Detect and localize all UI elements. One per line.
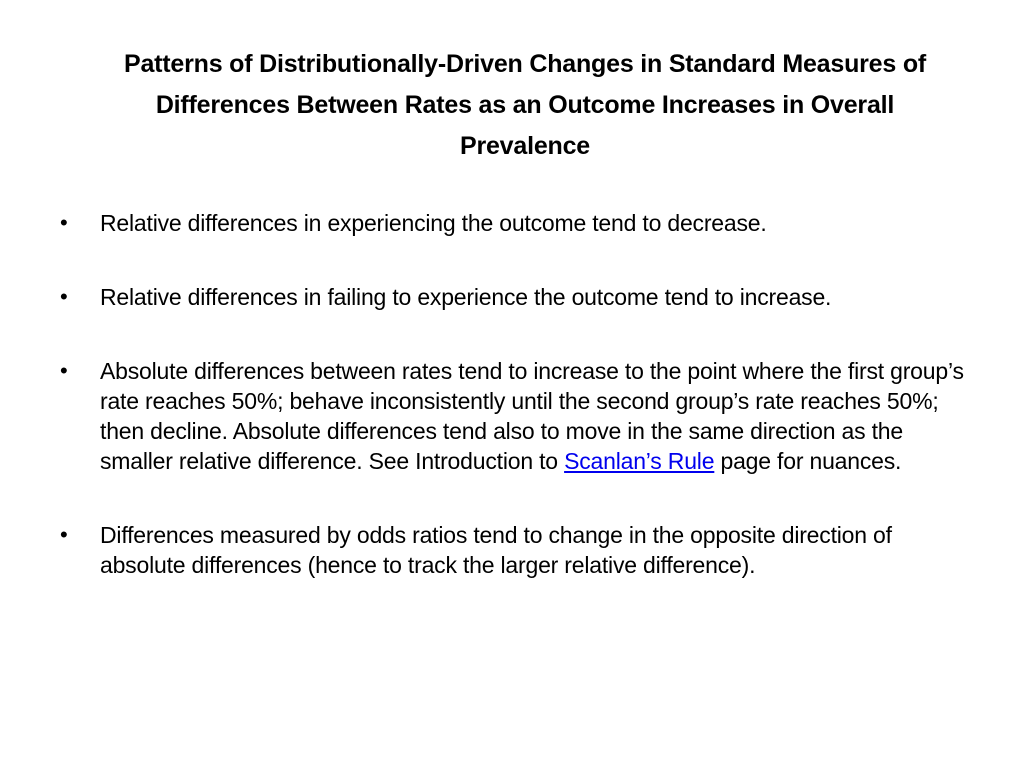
bullet-text-before-link: Absolute differences between rates tend … bbox=[100, 358, 964, 474]
bullet-icon: • bbox=[60, 358, 68, 383]
bullet-icon: • bbox=[60, 522, 68, 547]
bullet-item-3: • Absolute differences between rates ten… bbox=[60, 356, 975, 476]
scanlans-rule-link[interactable]: Scanlan’s Rule bbox=[564, 448, 715, 474]
bullet-text: Relative differences in experiencing the… bbox=[100, 210, 767, 236]
bullet-item-1: • Relative differences in experiencing t… bbox=[60, 208, 975, 238]
bullet-icon: • bbox=[60, 284, 68, 309]
bullet-icon: • bbox=[60, 210, 68, 235]
bullet-text: Relative differences in failing to exper… bbox=[100, 284, 832, 310]
slide-title: Patterns of Distributionally-Driven Chan… bbox=[123, 50, 927, 160]
bullet-text-after-link: page for nuances. bbox=[714, 448, 902, 474]
bullet-item-2: • Relative differences in failing to exp… bbox=[60, 282, 975, 312]
bullet-list: • Relative differences in experiencing t… bbox=[60, 208, 975, 624]
bullet-item-4: • Differences measured by odds ratios te… bbox=[60, 520, 975, 580]
bullet-text: Differences measured by odds ratios tend… bbox=[100, 522, 892, 578]
